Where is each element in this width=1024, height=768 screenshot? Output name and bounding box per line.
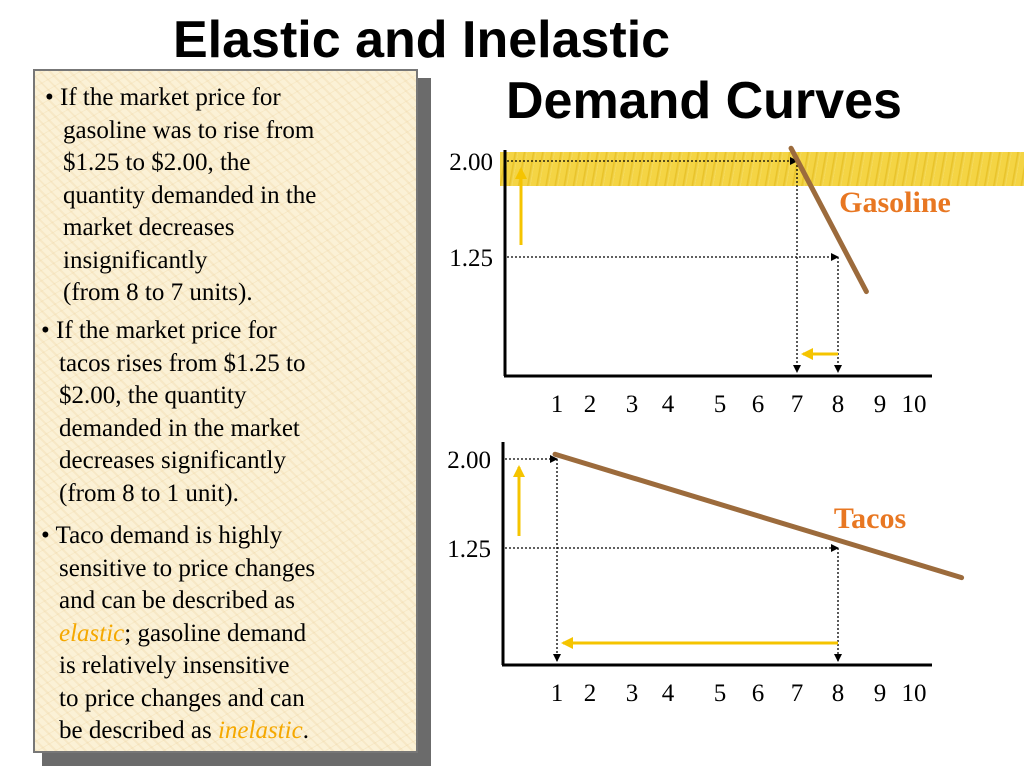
- x-tick-label: 1: [551, 680, 564, 707]
- bullet-line: market decreases: [63, 214, 235, 241]
- x-tick-label: 6: [752, 680, 765, 707]
- price-highlight-band: [500, 152, 1024, 186]
- elastic-term: elastic: [59, 619, 125, 647]
- chart-panel-2: 1 2 3 4 5 6 7 8 9 10 2.00 1.25 Tacos: [447, 442, 965, 707]
- bullet-line: • If the market price for: [45, 84, 281, 111]
- end-punctuation: .: [302, 717, 309, 744]
- bullet-line: demanded in the market: [59, 414, 300, 442]
- x-tick-label: 9: [874, 680, 887, 707]
- x-tick-label: 6: [752, 391, 765, 418]
- bullet-line: $1.25 to $2.00, the: [63, 149, 251, 176]
- chart-panel-1: 1 2 3 4 5 6 7 8 9 10 2.00 1.25 Gasoline: [449, 145, 951, 418]
- x-tick-label: 7: [791, 391, 804, 418]
- bullet-line: (from 8 to 1 unit).: [59, 479, 239, 507]
- series-label: Tacos: [834, 502, 906, 535]
- bullet-line-elastic: elastic; gasoline demand: [41, 618, 315, 651]
- x-tick-label: 5: [714, 680, 727, 707]
- y-tick-label: 2.00: [447, 447, 491, 474]
- bullet-elasticity: • Taco demand is highly sensitive to pri…: [41, 520, 315, 748]
- x-tick-label: 9: [874, 391, 887, 418]
- series-label: Gasoline: [839, 186, 951, 219]
- bullet-gasoline: • If the market price for gasoline was t…: [45, 82, 316, 310]
- x-tick-label: 10: [902, 391, 927, 418]
- before-inelastic-text: be described as: [59, 717, 218, 744]
- x-tick-label: 10: [902, 680, 927, 707]
- after-elastic-text: ; gasoline demand: [124, 619, 307, 647]
- inelastic-term: inelastic: [217, 717, 303, 744]
- x-tick-label: 5: [714, 391, 727, 418]
- x-tick-label: 8: [832, 391, 845, 418]
- bullet-line: gasoline was to rise from: [63, 116, 315, 144]
- x-tick-label: 7: [791, 680, 804, 707]
- bullet-line: $2.00, the quantity: [59, 382, 247, 409]
- x-tick-label: 1: [551, 391, 564, 418]
- bullet-line: quantity demanded in the: [63, 181, 317, 209]
- demand-curve-tacos: [552, 451, 965, 581]
- x-tick-label: 3: [626, 680, 639, 707]
- bullet-line: tacos rises from $1.25 to: [59, 349, 306, 377]
- explanation-text-box: [33, 69, 418, 753]
- bullet-tacos: • If the market price for tacos rises fr…: [41, 315, 305, 510]
- slide-title-line-1: Elastic and Inelastic: [173, 11, 671, 69]
- y-tick-label: 1.25: [449, 245, 493, 272]
- bullet-line: decreases significantly: [59, 447, 286, 474]
- bullet-line: and can be described as: [59, 587, 295, 614]
- x-tick-label: 8: [832, 680, 845, 707]
- bullet-line-inelastic: be described as inelastic.: [41, 715, 315, 748]
- y-tick-label: 2.00: [449, 149, 493, 176]
- x-tick-label: 4: [662, 391, 675, 418]
- x-tick-label: 3: [626, 391, 639, 418]
- bullet-line: • Taco demand is highly: [41, 522, 283, 549]
- bullet-line: is relatively insensitive: [59, 652, 290, 679]
- x-tick-label: 4: [662, 680, 675, 707]
- x-tick-label: 2: [584, 391, 597, 418]
- bullet-line: insignificantly: [63, 246, 208, 274]
- y-tick-label: 1.25: [447, 536, 491, 563]
- bullet-line: (from 8 to 7 units).: [63, 279, 253, 306]
- bullet-line: to price changes and can: [59, 684, 305, 712]
- bullet-line: • If the market price for: [41, 317, 277, 344]
- x-tick-label: 2: [584, 680, 597, 707]
- bullet-line: sensitive to price changes: [59, 554, 316, 582]
- slide-title-line-2: Demand Curves: [506, 72, 902, 130]
- demand-curve-gasoline: [788, 145, 869, 295]
